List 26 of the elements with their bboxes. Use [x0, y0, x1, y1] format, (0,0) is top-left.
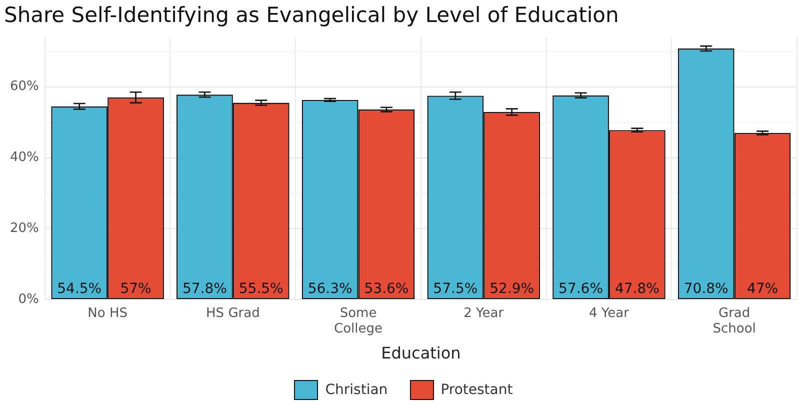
y-tick-label: 40%: [10, 150, 39, 166]
chart-title: Share Self-Identifying as Evangelical by Level of Education: [4, 3, 619, 28]
data-label: 52.9%: [490, 281, 534, 298]
data-label: 57%: [120, 281, 152, 298]
x-tick-label: 2 Year: [464, 306, 504, 321]
y-tick-label: 20%: [10, 221, 39, 236]
legend-label: Christian: [325, 382, 388, 398]
data-label: 57.5%: [433, 281, 478, 298]
data-label: 57.6%: [558, 281, 604, 298]
data-label: 70.8%: [684, 281, 728, 298]
x-tick-label: 4 Year: [589, 306, 630, 321]
x-axis-title: Education: [381, 344, 461, 363]
x-tick-label: No HS: [88, 306, 128, 321]
y-tick-label: 0%: [18, 292, 39, 307]
x-tick-label: Some College: [334, 306, 383, 336]
data-label: 47%: [746, 281, 778, 298]
data-label: 56.3%: [308, 281, 352, 298]
legend-label: Protestant: [440, 382, 513, 398]
x-tick-label: Grad School: [712, 306, 756, 336]
data-label: 54.5%: [57, 281, 102, 298]
data-label: 57.8%: [182, 281, 227, 298]
data-label: 55.5%: [238, 281, 284, 298]
data-label: 53.6%: [364, 281, 409, 298]
x-tick-label: HS Grad: [206, 306, 260, 321]
y-tick-label: 60%: [10, 79, 39, 94]
data-label: 47.8%: [614, 281, 660, 298]
